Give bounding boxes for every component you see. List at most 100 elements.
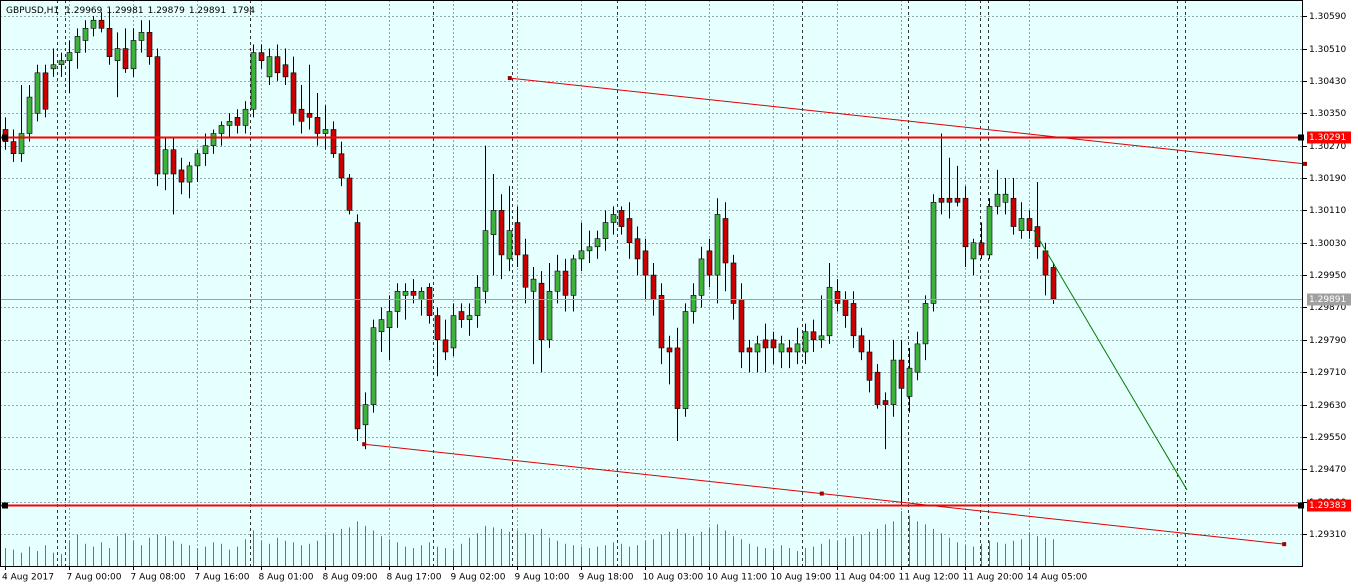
trendline-anchor <box>819 491 824 496</box>
candle-body <box>770 339 777 349</box>
candle-body <box>74 36 81 53</box>
trendline <box>1033 229 1188 491</box>
candle-body <box>930 201 937 304</box>
candle-body <box>586 246 593 252</box>
y-tick-label: 1.30430 <box>1309 77 1346 87</box>
candle-body <box>954 197 961 203</box>
candle-body <box>458 311 465 320</box>
candle-body <box>306 112 313 118</box>
candle-body <box>914 343 921 373</box>
candle-body <box>322 129 329 134</box>
candle-body <box>610 214 617 223</box>
candle-body <box>746 347 753 353</box>
candle-body <box>162 149 169 175</box>
candle-body <box>154 56 161 175</box>
candle-body <box>578 250 585 260</box>
trendline-anchor <box>1282 542 1287 547</box>
x-tick-label: 11 Aug 20:00 <box>963 573 1024 583</box>
candle-body <box>26 96 33 134</box>
y-tick-label: 1.29790 <box>1309 336 1346 346</box>
header-volume: 1794 <box>232 6 255 16</box>
y-tick-label: 1.29550 <box>1309 433 1346 443</box>
candle-body <box>354 222 361 430</box>
candle-body <box>514 222 521 256</box>
candle-body <box>946 197 953 203</box>
candle-body <box>282 64 289 78</box>
y-tick-label: 1.30030 <box>1309 239 1346 249</box>
candle-body <box>98 19 105 29</box>
candle-body <box>834 290 841 304</box>
candle-body <box>602 222 609 239</box>
candle-body <box>218 125 225 134</box>
header: GBPUSD,H1 1.29969 1.29981 1.29879 1.29891 179… <box>6 6 255 16</box>
candle-body <box>978 242 985 256</box>
candle-body <box>338 153 345 179</box>
candle-body <box>754 343 761 353</box>
candle-body <box>818 335 825 341</box>
candle-body <box>706 250 713 276</box>
candle-body <box>450 315 457 349</box>
candle-body <box>722 218 729 264</box>
candle-body <box>922 303 929 345</box>
candle-body <box>674 347 681 409</box>
candle-body <box>594 238 601 248</box>
candle-body <box>506 230 513 260</box>
x-tick-label: 8 Aug 17:00 <box>387 573 442 583</box>
candle-body <box>418 290 425 300</box>
candle-body <box>138 32 145 41</box>
candle-body <box>290 72 297 114</box>
candle-body <box>738 299 745 353</box>
candle-body <box>538 282 545 341</box>
candle-body <box>634 238 641 260</box>
candle-body <box>170 149 177 175</box>
candle-body <box>386 311 393 329</box>
candle-body <box>786 347 793 353</box>
y-tick-label: 1.29870 <box>1309 303 1346 313</box>
bid-label: 1.29891 <box>1309 295 1346 305</box>
trendline <box>509 77 1306 165</box>
candle-body <box>66 52 73 61</box>
x-tick-label: 10 Aug 11:00 <box>707 573 768 583</box>
candle-body <box>1042 250 1049 276</box>
candle-body <box>194 153 201 167</box>
candle-body <box>690 295 697 312</box>
candle-body <box>122 48 129 70</box>
header-high: 1.29981 <box>106 6 143 16</box>
candle-body <box>58 60 65 66</box>
x-tick-label: 10 Aug 03:00 <box>643 573 704 583</box>
candle-body <box>530 278 537 292</box>
candle-body <box>546 290 553 341</box>
candle-body <box>82 28 89 41</box>
y-tick-label: 1.29950 <box>1309 271 1346 281</box>
candle-body <box>394 290 401 312</box>
candle-body <box>554 270 561 292</box>
y-tick-label: 1.30510 <box>1309 45 1346 55</box>
candle-body <box>1002 193 1009 203</box>
line-label-box <box>1307 131 1351 144</box>
candle-body <box>330 129 337 155</box>
candle-body <box>626 218 633 244</box>
candle-body <box>1026 218 1033 231</box>
candle-body <box>970 242 977 260</box>
candle-body <box>874 371 881 405</box>
candle-body <box>50 64 57 70</box>
x-tick-label: 4 Aug 2017 <box>2 573 54 583</box>
line-anchor <box>1298 134 1304 141</box>
candle-body <box>434 315 441 341</box>
y-tick-label: 1.29310 <box>1309 530 1346 540</box>
trendline-anchor <box>507 76 512 81</box>
trendline-anchor <box>1303 161 1307 166</box>
candle-body <box>938 197 945 203</box>
header-close: 1.29891 <box>189 6 226 16</box>
candle-body <box>890 359 897 405</box>
candle-body <box>346 177 353 211</box>
candle-body <box>490 210 497 235</box>
candle-body <box>618 210 625 227</box>
candle-body <box>666 347 673 353</box>
candle-body <box>146 32 153 57</box>
candle-body <box>802 331 809 353</box>
y-tick-label: 1.30110 <box>1309 206 1346 216</box>
candle-body <box>698 258 705 296</box>
candle-body <box>658 295 665 349</box>
